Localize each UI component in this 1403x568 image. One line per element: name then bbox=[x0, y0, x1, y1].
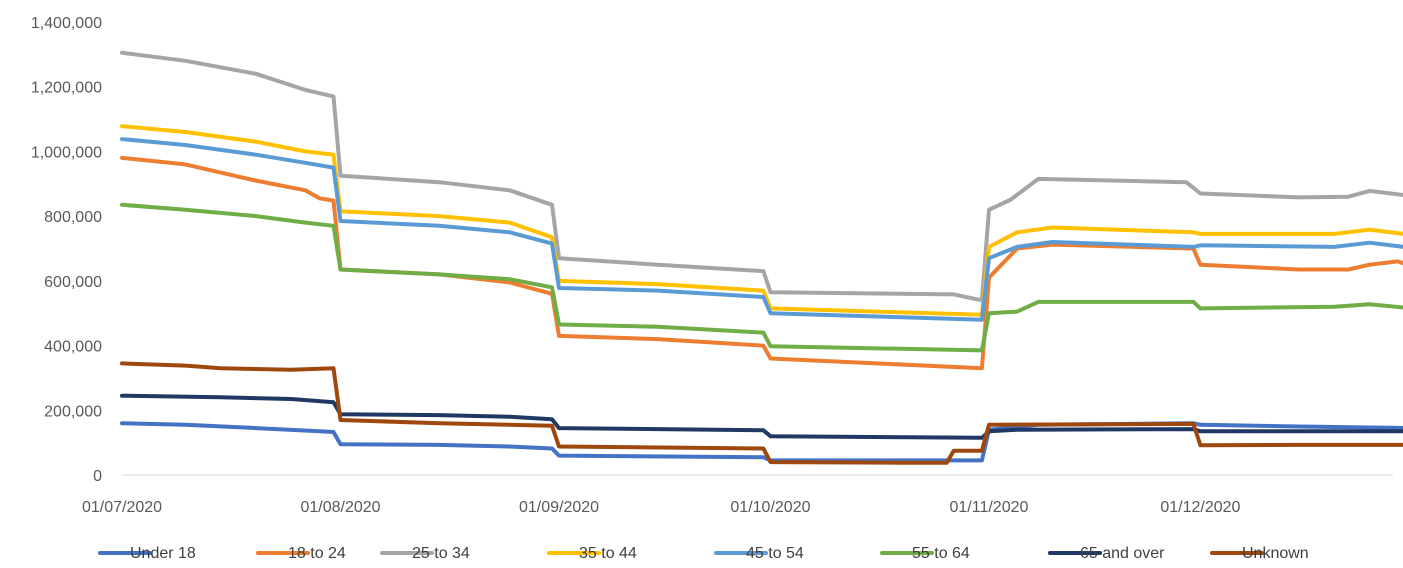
x-tick-label: 01/08/2020 bbox=[300, 499, 380, 516]
x-axis-labels: 01/07/2020 01/08/2020 01/09/2020 01/10/2020… bbox=[82, 499, 1241, 516]
series-line-65-and-over bbox=[120, 393, 1403, 440]
series-line-unknown bbox=[120, 361, 1403, 465]
x-tick-label: 01/10/2020 bbox=[730, 499, 810, 516]
legend-label: Unknown bbox=[1242, 545, 1309, 562]
y-tick-label: 800,000 bbox=[44, 209, 102, 226]
x-tick-label: 01/12/2020 bbox=[1160, 499, 1240, 516]
legend-label: 35 to 44 bbox=[579, 545, 637, 562]
series-line-55-to-64 bbox=[120, 202, 1403, 353]
legend-label: 45 to 54 bbox=[746, 545, 804, 562]
y-tick-label: 0 bbox=[93, 468, 102, 485]
y-tick-label: 200,000 bbox=[44, 403, 102, 420]
y-tick-label: 400,000 bbox=[44, 339, 102, 356]
series-line-35-to-44 bbox=[120, 124, 1403, 317]
x-tick-label: 01/09/2020 bbox=[519, 499, 599, 516]
legend-label: Under 18 bbox=[130, 545, 196, 562]
y-tick-label: 1,400,000 bbox=[31, 15, 102, 32]
y-tick-label: 600,000 bbox=[44, 274, 102, 291]
series-line-18-to-24 bbox=[120, 155, 1403, 371]
x-tick-label: 01/07/2020 bbox=[82, 499, 162, 516]
series-line-45-to-54 bbox=[120, 137, 1403, 322]
legend-label: 25 to 34 bbox=[412, 545, 470, 562]
y-tick-label: 1,200,000 bbox=[31, 80, 102, 97]
series-line-25-to-34 bbox=[120, 50, 1403, 303]
series-lines bbox=[120, 50, 1403, 465]
legend-label: 18 to 24 bbox=[288, 545, 346, 562]
y-tick-label: 1,000,000 bbox=[31, 144, 102, 161]
y-axis-labels: 0 200,000 400,000 600,000 800,000 1,000,000 1,… bbox=[31, 15, 102, 485]
legend-label: 65 and over bbox=[1080, 545, 1165, 562]
legend-label: 55 to 64 bbox=[912, 545, 970, 562]
x-tick-label: 01/11/2020 bbox=[950, 499, 1029, 516]
legend: Under 18 18 to 24 25 to 34 35 to 44 45 to 54… bbox=[98, 545, 1309, 562]
